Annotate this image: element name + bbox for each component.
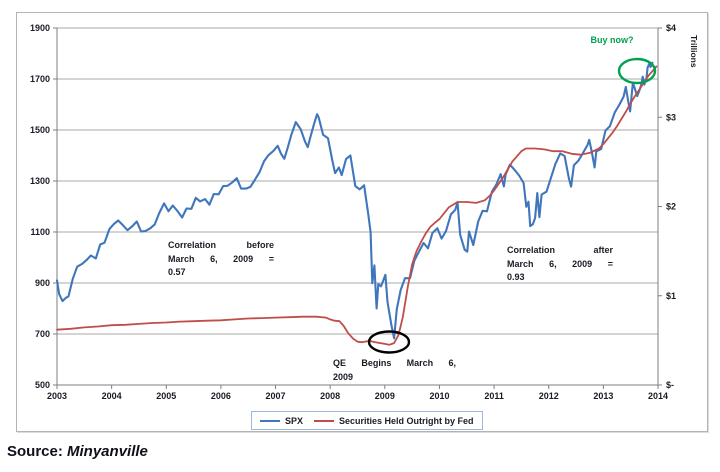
x-tick-label: 2014 xyxy=(648,391,668,401)
source-label: Source: xyxy=(7,443,68,460)
chart-legend: SPX Securities Held Outright by Fed xyxy=(251,411,483,430)
y-left-tick-label: 500 xyxy=(35,380,50,390)
legend-line-sample xyxy=(314,419,335,422)
legend-label: SPX xyxy=(285,415,304,426)
x-tick-label: 2011 xyxy=(484,391,504,401)
series-line-spx xyxy=(55,61,654,340)
x-tick-label: 2006 xyxy=(211,391,231,401)
y-left-tick-label: 1100 xyxy=(30,227,50,237)
legend-item: SPX xyxy=(260,416,303,426)
legend-item: Securities Held Outright by Fed xyxy=(314,416,474,426)
x-tick-label: 2008 xyxy=(320,391,340,401)
annotation-line: 0.57 xyxy=(168,267,186,277)
annotation-line: Correlation before xyxy=(168,240,274,250)
x-tick-label: 2012 xyxy=(539,391,559,401)
annotation-buy-now: Buy now? xyxy=(590,35,634,45)
series-line-securities-held-outright-by-fed xyxy=(56,65,658,346)
y-right-tick-label: $- xyxy=(666,380,674,390)
annotation-correlation-before: Correlation before March 6, 2009 = 0.57 xyxy=(168,239,274,280)
y-left-tick-label: 1700 xyxy=(30,74,50,84)
x-tick-label: 2003 xyxy=(47,391,67,401)
annotation-line: Correlation after xyxy=(507,245,613,255)
annotation-line: March 6, 2009 = xyxy=(168,253,274,264)
annotation-line: QE Begins March 6, xyxy=(333,358,456,368)
qe-begins-ellipse xyxy=(367,330,411,354)
x-tick-label: 2004 xyxy=(102,391,122,401)
annotation-correlation-after: Correlation after March 6, 2009 = 0.93 xyxy=(507,244,613,285)
source-value: Minyanville xyxy=(67,443,148,460)
annotation-line: March 6, 2009 = xyxy=(507,258,613,269)
x-tick-label: 2005 xyxy=(156,391,176,401)
buy-now-ellipse xyxy=(617,57,657,85)
x-tick-label: 2013 xyxy=(593,391,613,401)
x-tick-label: 2010 xyxy=(429,391,449,401)
legend-line-sample xyxy=(260,419,280,422)
chart-frame: 500 700 900 1100 1300 1500 1700 1900 $- $1 $2 $3 $4 2… xyxy=(16,12,708,432)
y-left-tick-label: 900 xyxy=(35,278,50,288)
y-left-tick-label: 1900 xyxy=(30,23,50,33)
source-caption: Source: Minyanville xyxy=(7,443,148,460)
right-axis-title: Trillions xyxy=(689,35,699,68)
y-right-tick-label: $2 xyxy=(666,202,676,212)
annotation-qe-begins: QE Begins March 6, 2009 xyxy=(333,357,456,384)
y-left-tick-label: 1500 xyxy=(30,125,50,135)
y-right-tick-label: $1 xyxy=(666,291,676,301)
y-left-tick-label: 1300 xyxy=(30,176,50,186)
chart-canvas: 500 700 900 1100 1300 1500 1700 1900 $- $1 $2 $3 $4 2… xyxy=(30,23,676,401)
y-right-tick-label: $3 xyxy=(666,112,676,122)
x-tick-label: 2009 xyxy=(375,391,395,401)
annotation-line: 2009 xyxy=(333,371,354,382)
y-right-tick-label: $4 xyxy=(666,23,676,33)
annotation-line: 0.93 xyxy=(507,272,525,282)
legend-label: Securities Held Outright by Fed xyxy=(339,415,474,426)
y-left-tick-label: 700 xyxy=(35,329,50,339)
x-tick-label: 2007 xyxy=(266,391,286,401)
